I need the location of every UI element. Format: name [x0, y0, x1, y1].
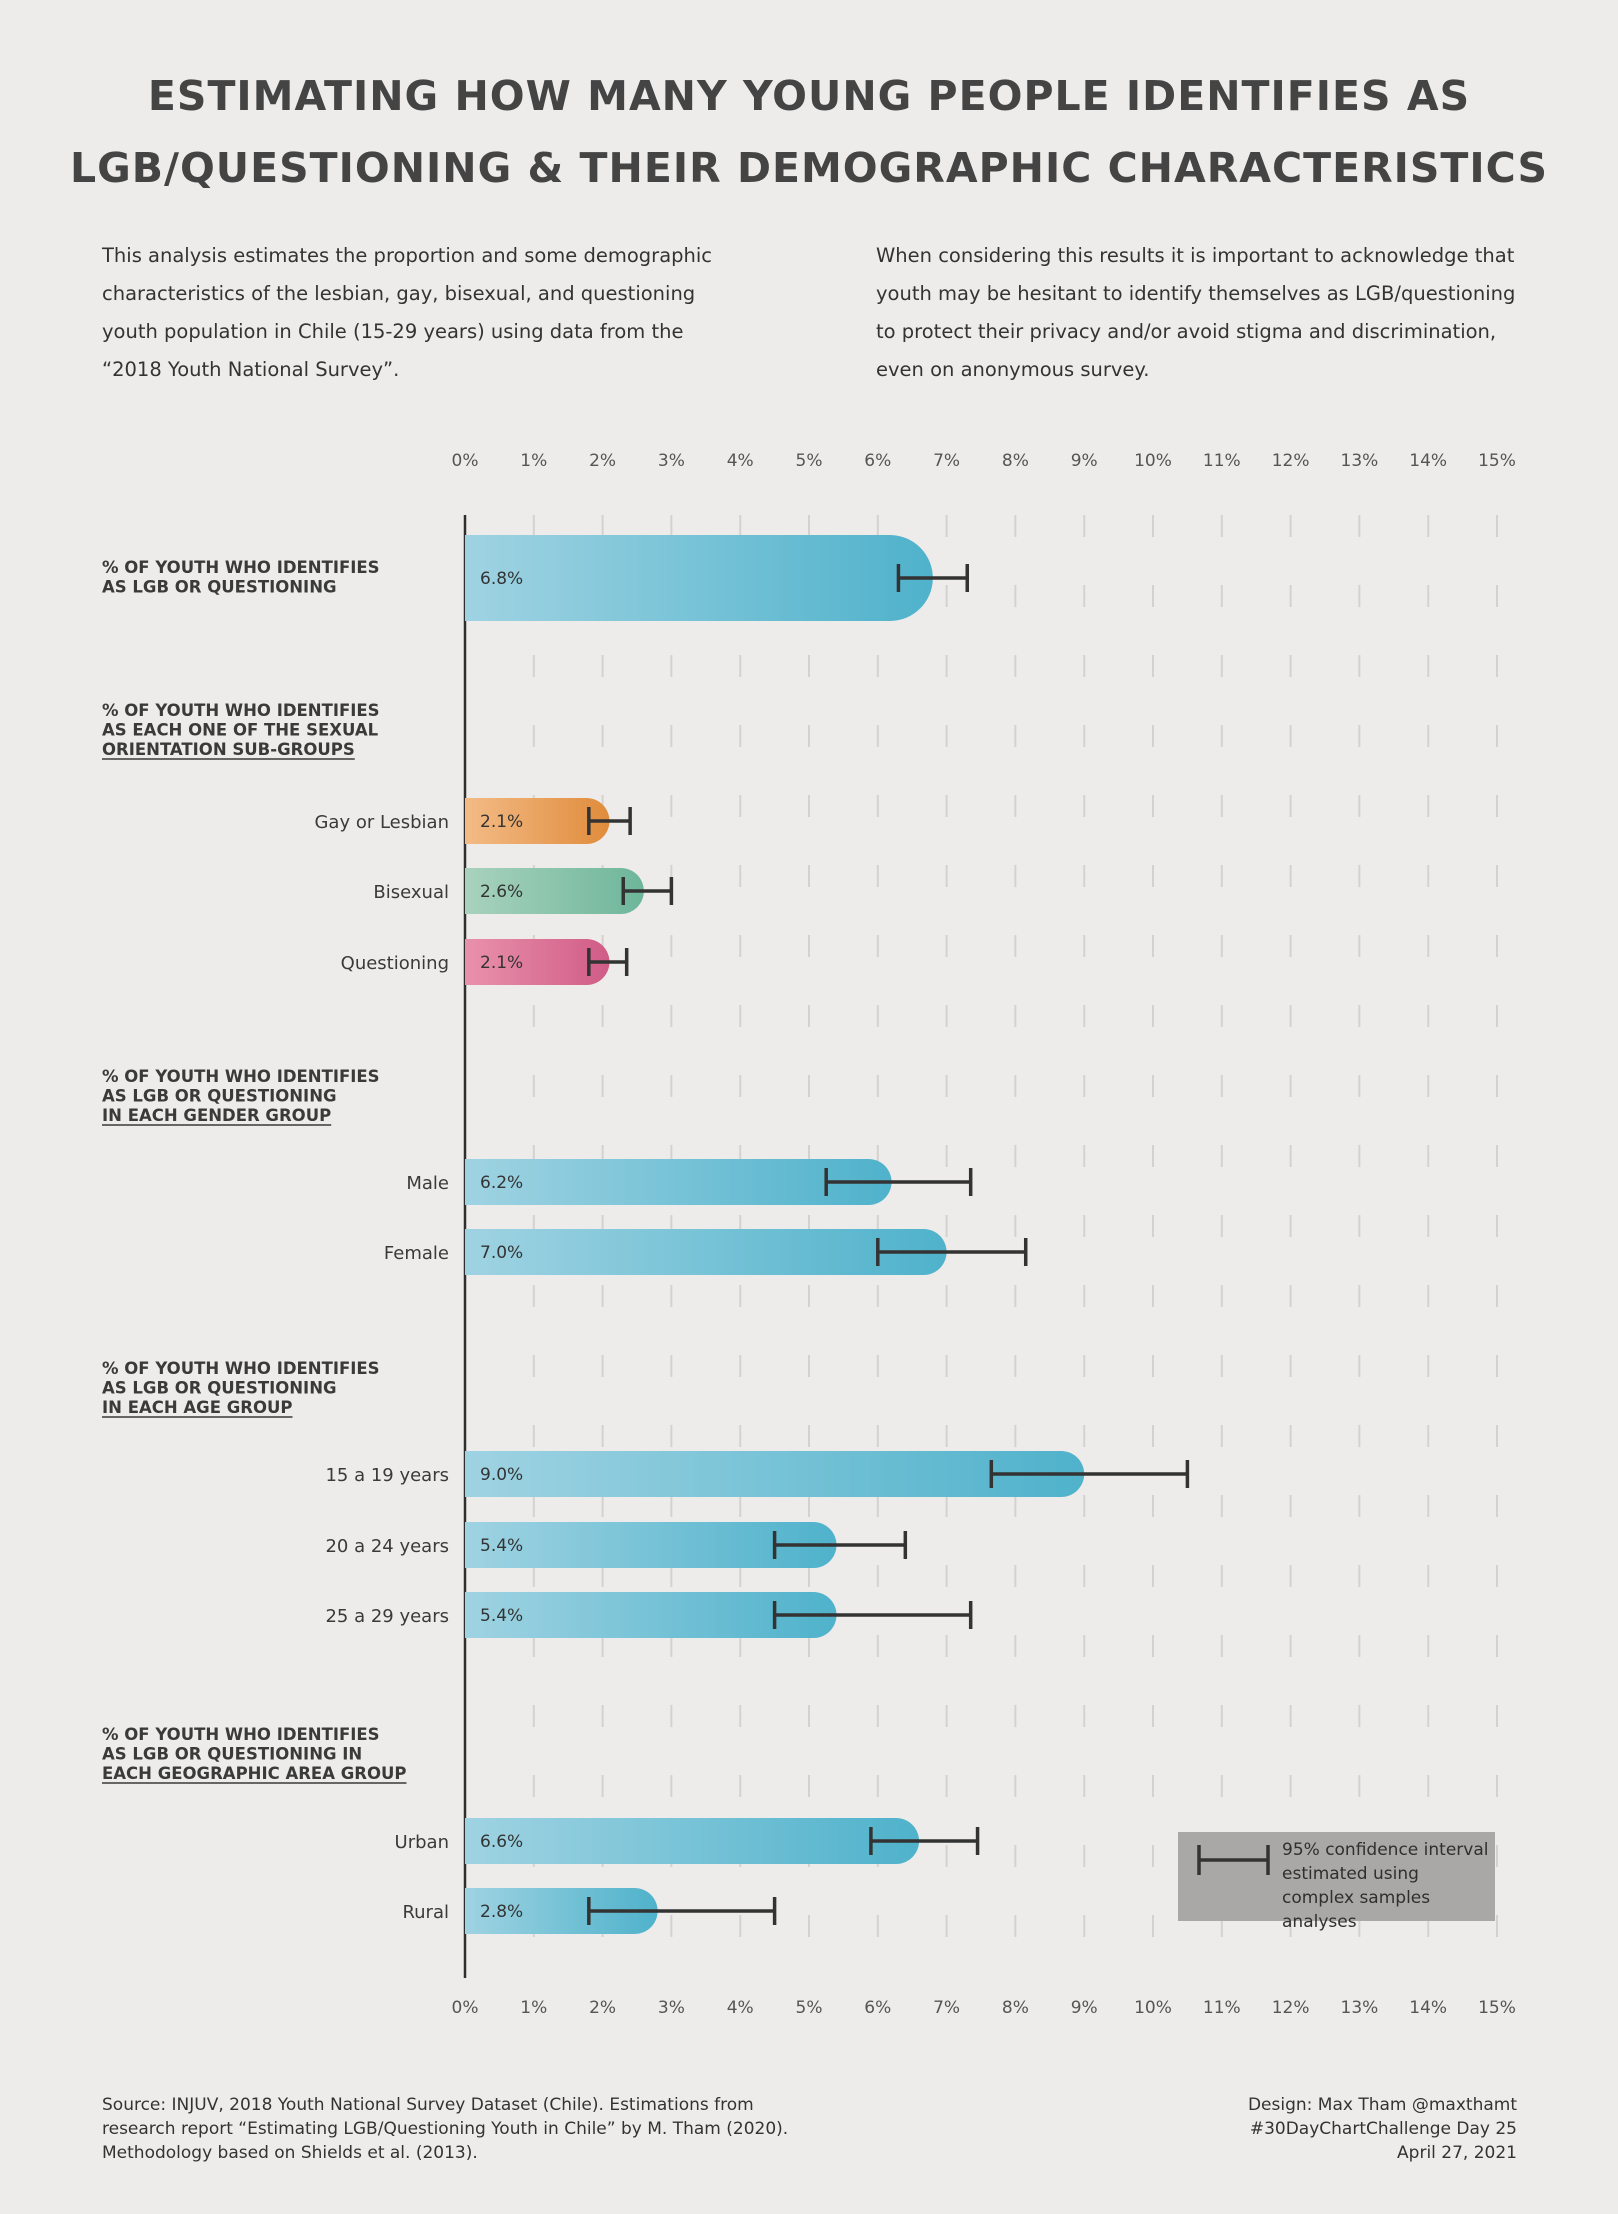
section-heading-line: ORIENTATION SUB-GROUPS [102, 740, 355, 759]
category-label: 25 a 29 years [325, 1606, 449, 1627]
category-label: 15 a 19 years [325, 1465, 449, 1486]
category-label: Rural [402, 1902, 449, 1923]
x-tick-label-top: 10% [1134, 451, 1172, 471]
section-heading-line: AS EACH ONE OF THE SEXUAL [102, 721, 379, 740]
x-tick-label-top: 4% [727, 451, 754, 471]
footer-source-line-1: Source: INJUV, 2018 Youth National Surve… [102, 2095, 754, 2115]
category-label: Male [406, 1173, 449, 1194]
section-heading-line: % OF YOUTH WHO IDENTIFIES [102, 558, 380, 577]
footer-source: Source: INJUV, 2018 Youth National Surve… [102, 2093, 788, 2165]
category-label: Bisexual [373, 882, 449, 903]
x-tick-label-top: 14% [1409, 451, 1447, 471]
section-heading-line: EACH GEOGRAPHIC AREA GROUP [102, 1764, 407, 1783]
x-tick-label-top: 9% [1071, 451, 1098, 471]
category-label: 20 a 24 years [325, 1536, 449, 1557]
bar-urban [465, 1818, 920, 1864]
bar-value-label: 5.4% [480, 1606, 523, 1626]
x-tick-label-top: 12% [1272, 451, 1310, 471]
footer-credit-line-2: #30DayChartChallenge Day 25 [1249, 2119, 1517, 2139]
x-tick-label-top: 6% [864, 451, 891, 471]
bar-questioning [465, 939, 610, 985]
bar-value-label: 2.8% [480, 1902, 523, 1922]
x-tick-label-bottom: 3% [658, 1998, 685, 2018]
x-tick-label-top: 3% [658, 451, 685, 471]
x-tick-label-bottom: 11% [1203, 1998, 1241, 2018]
footer-credit-line-1: Design: Max Tham @maxthamt [1247, 2095, 1517, 2115]
bar-rural [465, 1888, 658, 1934]
bar-value-label: 6.8% [480, 569, 523, 589]
x-tick-label-top: 5% [796, 451, 823, 471]
x-tick-label-bottom: 4% [727, 1998, 754, 2018]
intro-right-text: When considering this results it is impo… [876, 244, 1516, 381]
section-heading-line: AS LGB OR QUESTIONING [102, 1087, 337, 1106]
bar-value-label: 6.2% [480, 1173, 523, 1193]
bar-value-label: 2.6% [480, 882, 523, 902]
x-tick-label-bottom: 14% [1409, 1998, 1447, 2018]
bar-value-label: 2.1% [480, 812, 523, 832]
legend-box [1178, 1832, 1495, 1921]
x-tick-label-top: 1% [520, 451, 547, 471]
footer-source-line-3: Methodology based on Shields et al. (201… [102, 2143, 478, 2163]
x-tick-label-bottom: 15% [1478, 1998, 1516, 2018]
section-heading-line: % OF YOUTH WHO IDENTIFIES [102, 1067, 380, 1086]
bar-bisexual [465, 868, 644, 914]
intro-left-text: This analysis estimates the proportion a… [102, 244, 713, 381]
legend-text: 95% confidence interval estimated using … [1282, 1840, 1489, 1932]
section-heading-line: AS LGB OR QUESTIONING [102, 578, 337, 597]
x-tick-label-bottom: 5% [796, 1998, 823, 2018]
x-tick-label-bottom: 0% [452, 1998, 479, 2018]
x-tick-label-bottom: 13% [1341, 1998, 1379, 2018]
x-tick-label-bottom: 7% [933, 1998, 960, 2018]
bar-value-label: 2.1% [480, 953, 523, 973]
bar-gay-or-lesbian [465, 798, 610, 844]
bar-value-label: 6.6% [480, 1832, 523, 1852]
category-label: Urban [395, 1832, 449, 1853]
section-heading-line: AS LGB OR QUESTIONING IN [102, 1745, 362, 1764]
section-heading-line: IN EACH GENDER GROUP [102, 1106, 331, 1125]
x-tick-label-bottom: 8% [1002, 1998, 1029, 2018]
bar-male [465, 1159, 892, 1205]
chart-title: ESTIMATING HOW MANY YOUNG PEOPLE IDENTIF… [0, 60, 1618, 204]
footer-credit-line-3: April 27, 2021 [1397, 2143, 1517, 2163]
x-tick-label-top: 15% [1478, 451, 1516, 471]
x-tick-label-top: 7% [933, 451, 960, 471]
x-tick-label-bottom: 2% [589, 1998, 616, 2018]
x-tick-label-bottom: 6% [864, 1998, 891, 2018]
bar-25-a-29-years [465, 1592, 837, 1638]
x-tick-label-bottom: 12% [1272, 1998, 1310, 2018]
title-line-2: LGB/QUESTIONING & THEIR DEMOGRAPHIC CHAR… [69, 144, 1549, 192]
bar-value-label: 7.0% [480, 1243, 523, 1263]
section-heading-line: % OF YOUTH WHO IDENTIFIES [102, 1359, 380, 1378]
footer-credit: Design: Max Tham @maxthamt #30DayChartCh… [1248, 2093, 1517, 2165]
x-tick-label-bottom: 9% [1071, 1998, 1098, 2018]
x-tick-label-top: 8% [1002, 451, 1029, 471]
section-heading-line: AS LGB OR QUESTIONING [102, 1379, 337, 1398]
section-heading-line: % OF YOUTH WHO IDENTIFIES [102, 701, 380, 720]
x-tick-label-top: 0% [452, 451, 479, 471]
x-tick-label-top: 13% [1341, 451, 1379, 471]
bar-value-label: 9.0% [480, 1465, 523, 1485]
x-tick-label-bottom: 10% [1134, 1998, 1172, 2018]
section-heading-line: % OF YOUTH WHO IDENTIFIES [102, 1725, 380, 1744]
bar-value-label: 5.4% [480, 1536, 523, 1556]
bar-lgb-or-questioning [465, 535, 933, 621]
x-tick-label-top: 2% [589, 451, 616, 471]
bar-20-a-24-years [465, 1522, 837, 1568]
x-tick-label-bottom: 1% [520, 1998, 547, 2018]
section-heading-line: IN EACH AGE GROUP [102, 1398, 293, 1417]
bar-female [465, 1229, 947, 1275]
category-label: Gay or Lesbian [314, 812, 449, 833]
category-label: Questioning [341, 953, 449, 974]
title-line-1: ESTIMATING HOW MANY YOUNG PEOPLE IDENTIF… [147, 72, 1471, 120]
bar-15-a-19-years [465, 1451, 1085, 1497]
footer-source-line-2: research report “Estimating LGB/Question… [102, 2119, 789, 2139]
x-tick-label-top: 11% [1203, 451, 1241, 471]
category-label: Female [384, 1243, 449, 1264]
